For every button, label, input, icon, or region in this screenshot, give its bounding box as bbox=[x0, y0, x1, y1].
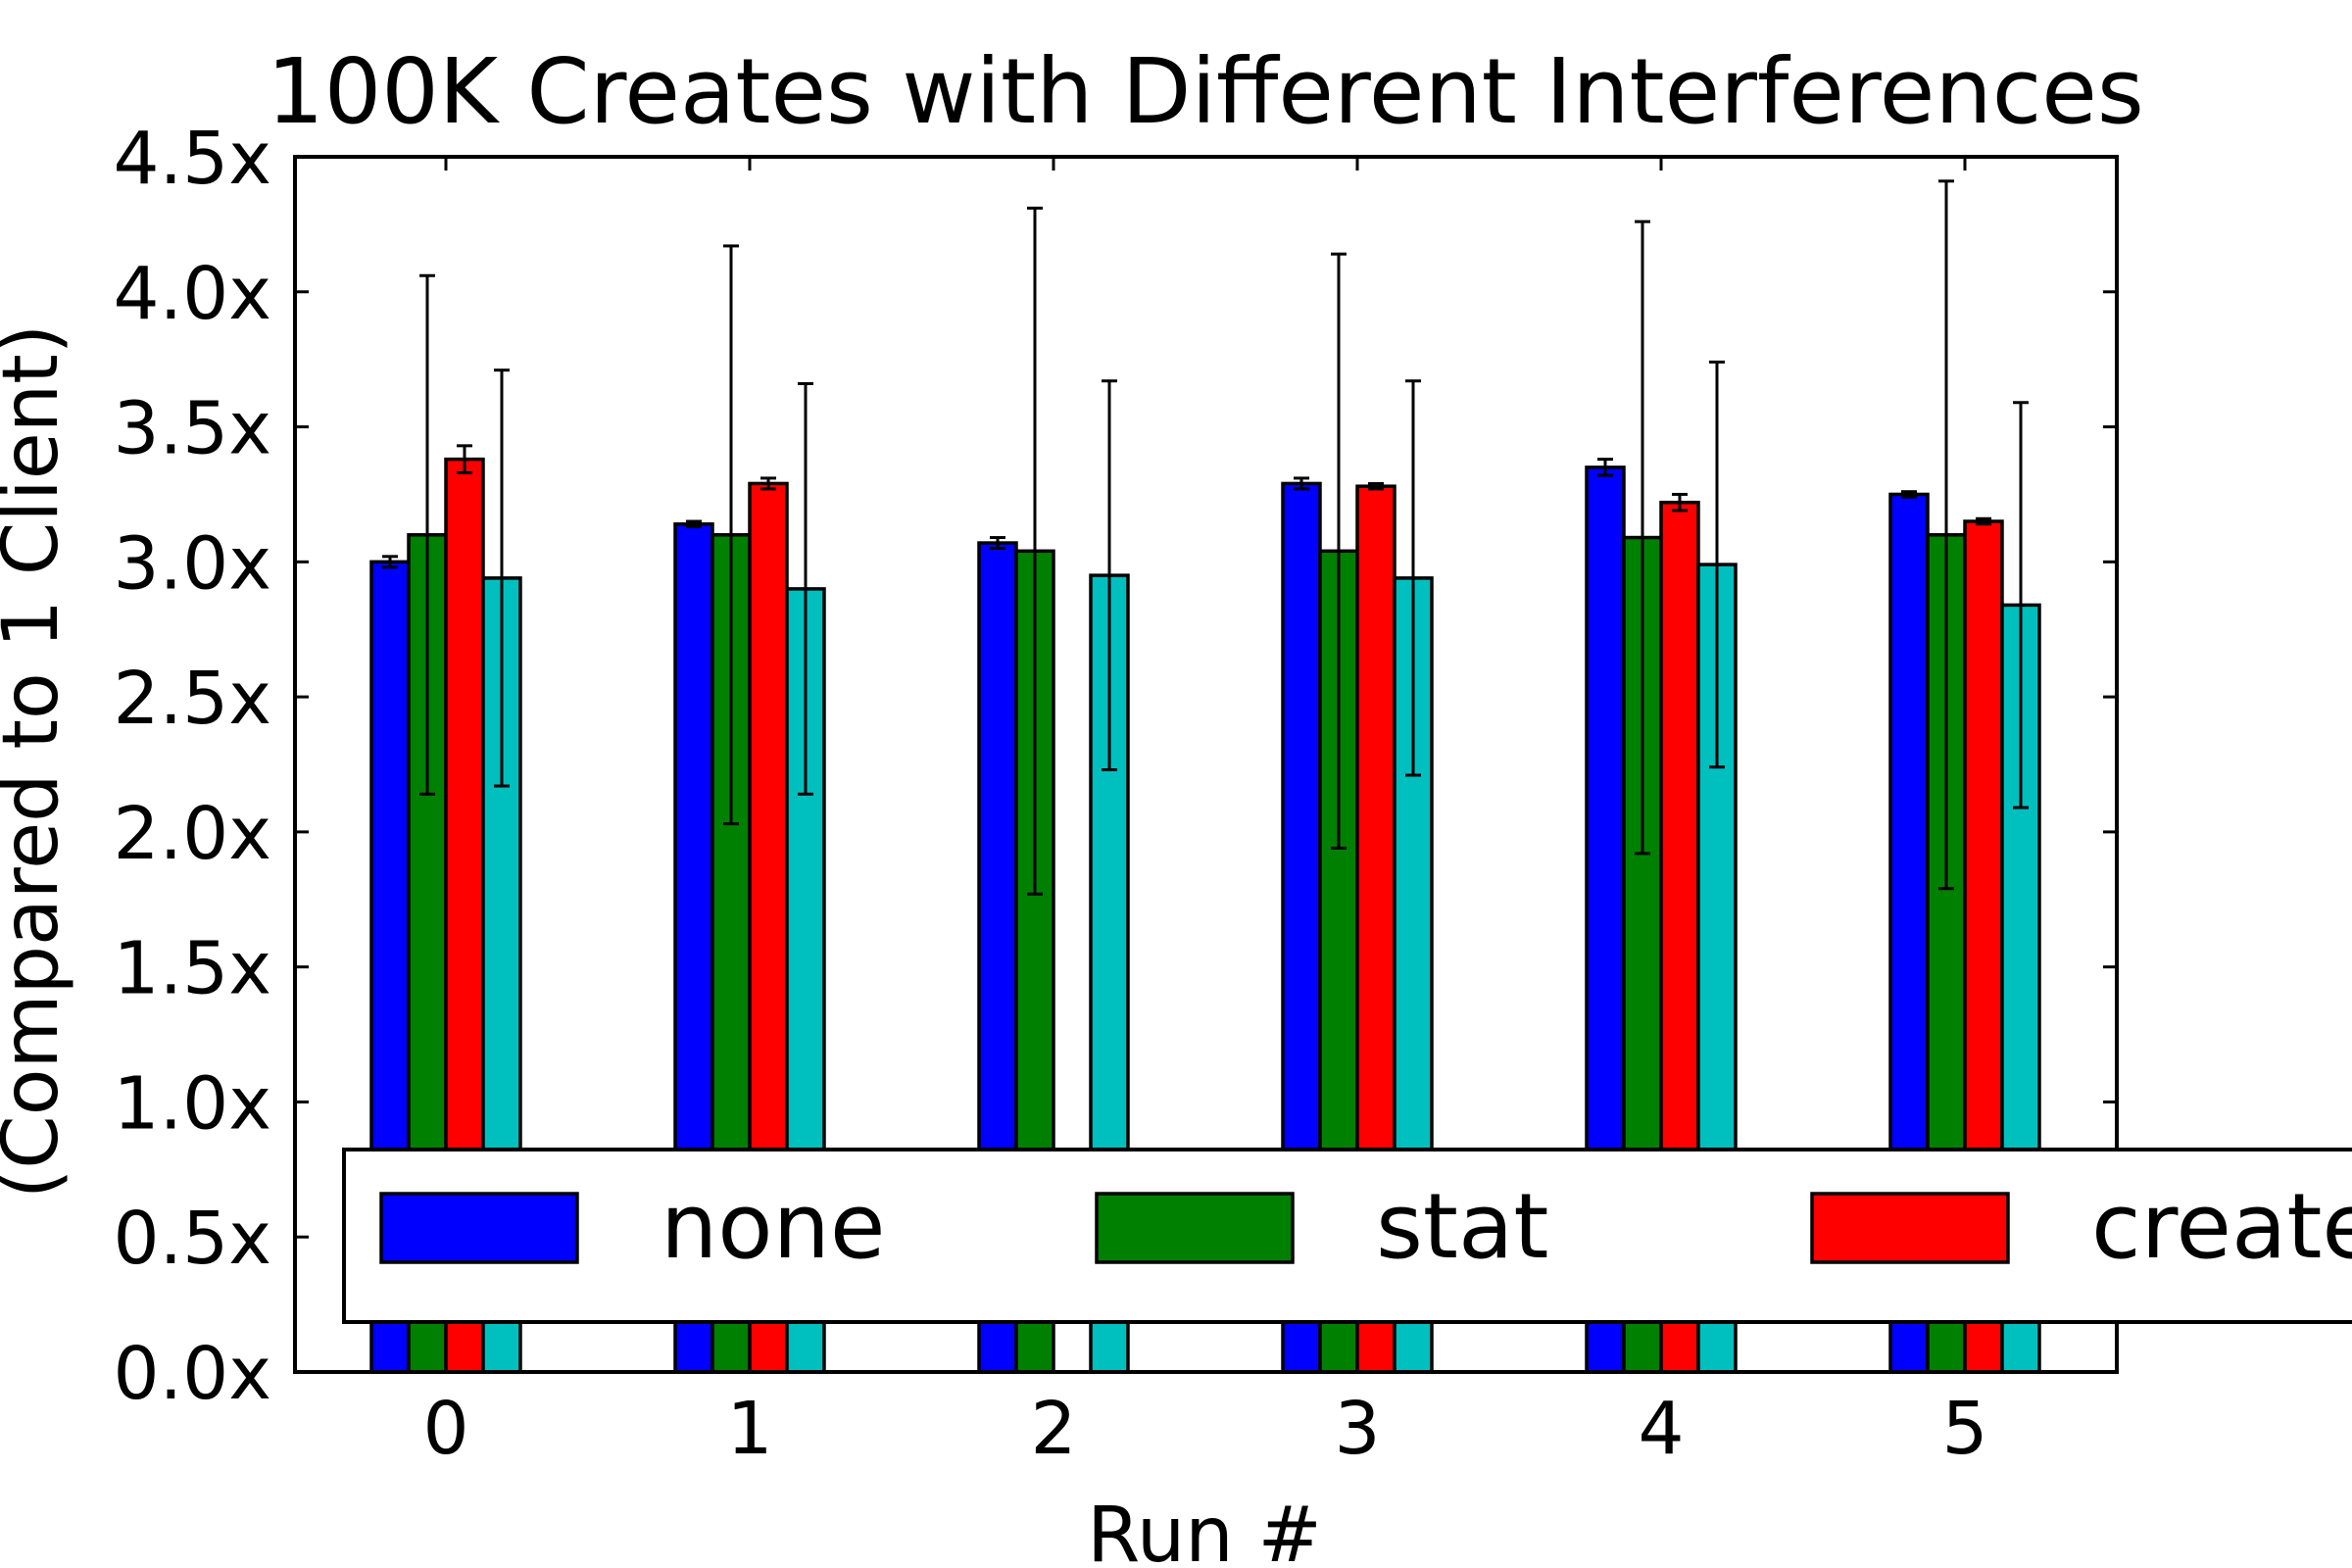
error-bar-series-2-cat-4 bbox=[1672, 492, 1688, 513]
error-bar-series-3-cat-0 bbox=[494, 368, 510, 788]
legend-swatch-none bbox=[379, 1192, 579, 1264]
y-tick-label: 1.0x bbox=[114, 1061, 271, 1146]
y-tick-label: 1.5x bbox=[114, 927, 271, 1011]
error-bar-series-0-cat-1 bbox=[686, 519, 702, 529]
error-bar-series-0-cat-3 bbox=[1294, 476, 1309, 491]
error-bar-series-2-cat-5 bbox=[1976, 516, 1991, 526]
chart-title: 100K Creates with Different Interference… bbox=[267, 39, 2144, 144]
legend-box bbox=[342, 1148, 2352, 1324]
axis-ticks-group: 0.0x 0.5x 1.0x 1.5x 2.0x 2.5x 3.0x 3.5x 4.0x 4.5x… bbox=[114, 117, 2117, 1471]
error-bar-series-1-cat-4 bbox=[1635, 220, 1650, 856]
y-tick-label: 3.0x bbox=[114, 521, 271, 606]
error-bar-series-1-cat-1 bbox=[723, 244, 739, 826]
error-bar-series-1-cat-0 bbox=[419, 273, 435, 796]
y-tick-label: 3.5x bbox=[114, 387, 271, 471]
error-bar-series-2-cat-0 bbox=[457, 444, 472, 474]
error-bar-series-0-cat-5 bbox=[1901, 490, 1917, 499]
x-tick-label: 4 bbox=[1638, 1387, 1684, 1471]
error-bar-series-3-cat-2 bbox=[1102, 379, 1117, 772]
x-tick-label: 5 bbox=[1941, 1387, 1987, 1471]
y-tick-label: 4.5x bbox=[114, 117, 271, 201]
y-axis-label: (Compared to 1 Client) bbox=[0, 324, 75, 1199]
error-bar-series-2-cat-1 bbox=[760, 476, 776, 491]
y-tick-label: 2.5x bbox=[114, 657, 271, 741]
x-tick-label: 2 bbox=[1030, 1387, 1076, 1471]
y-tick-label: 0.5x bbox=[114, 1197, 271, 1281]
error-bar-series-3-cat-4 bbox=[1709, 360, 1725, 769]
legend-label-none: none bbox=[661, 1174, 886, 1279]
plot-frame bbox=[293, 155, 2119, 1374]
error-bar-series-1-cat-2 bbox=[1027, 206, 1043, 896]
legend-swatch-create bbox=[1810, 1192, 2010, 1264]
y-tick-label: 0.0x bbox=[114, 1332, 271, 1416]
x-tick-label: 3 bbox=[1334, 1387, 1380, 1471]
error-bar-series-0-cat-4 bbox=[1597, 458, 1613, 477]
error-bar-series-0-cat-2 bbox=[990, 536, 1005, 551]
x-tick-label: 1 bbox=[726, 1387, 772, 1471]
error-bar-series-2-cat-3 bbox=[1368, 481, 1384, 491]
error-bar-series-0-cat-0 bbox=[382, 555, 398, 569]
y-tick-label: 2.0x bbox=[114, 792, 271, 876]
x-tick-label: 0 bbox=[422, 1387, 468, 1471]
error-bars-group bbox=[382, 179, 2029, 896]
y-tick-label: 4.0x bbox=[114, 252, 271, 336]
error-bar-series-3-cat-1 bbox=[798, 381, 813, 796]
error-bar-series-1-cat-5 bbox=[1938, 179, 1954, 891]
error-bar-series-1-cat-3 bbox=[1331, 252, 1347, 850]
legend-label-stat: stat bbox=[1376, 1174, 1548, 1279]
error-bar-series-3-cat-3 bbox=[1405, 379, 1421, 777]
error-bar-series-3-cat-5 bbox=[2013, 401, 2029, 809]
x-axis-label: Run # bbox=[1087, 1492, 1322, 1568]
legend: none stat create bbox=[342, 1148, 2352, 1324]
legend-swatch-stat bbox=[1095, 1192, 1295, 1264]
legend-label-create: create bbox=[2091, 1174, 2352, 1279]
